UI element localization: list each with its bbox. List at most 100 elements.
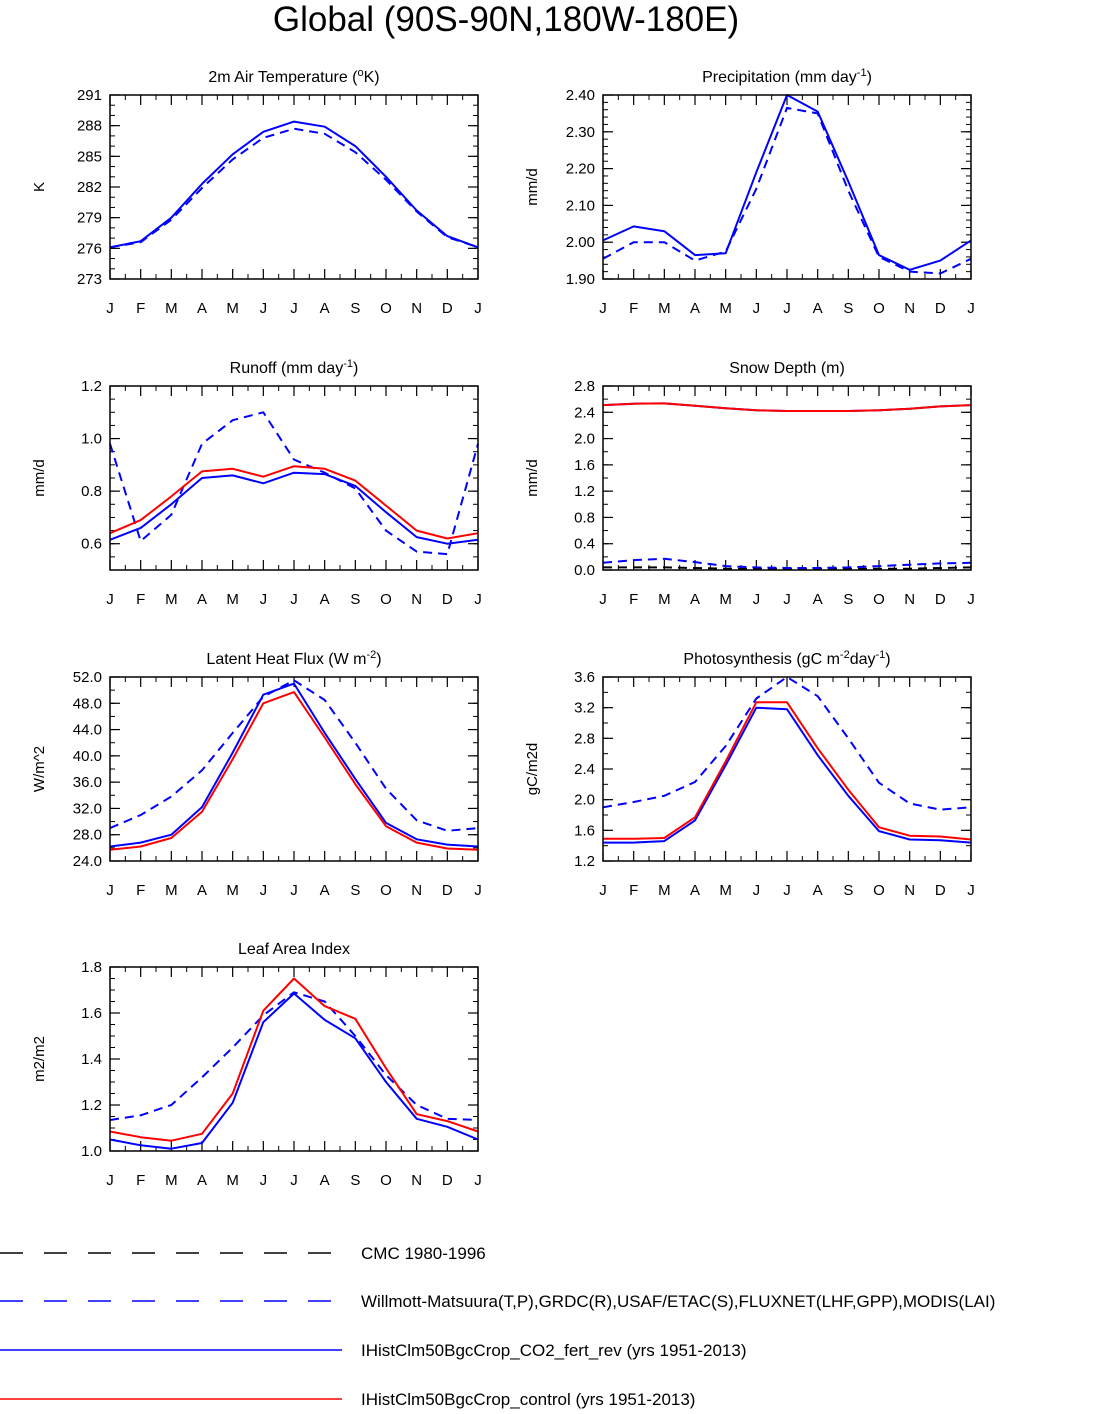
x-tick-label: J [260,300,268,317]
series-line-co2 [109,471,479,545]
x-tick-label: M [226,300,239,317]
y-axis-label: K [31,182,48,192]
x-tick-label: O [873,591,885,608]
x-tick-label: F [629,591,638,608]
y-tick-label: 2.8 [574,730,595,747]
x-tick-label: D [935,300,946,317]
y-tick-label: 1.0 [81,431,102,448]
y-tick-label: 279 [77,210,102,227]
x-tick-label: D [442,1172,453,1189]
x-tick-label: D [935,882,946,899]
x-tick-label: M [226,882,239,899]
series-line-ctl [603,701,972,841]
x-tick-label: S [843,882,853,899]
x-tick-label: J [753,591,761,608]
x-tick-label: A [813,300,823,317]
x-tick-label: J [290,882,298,899]
x-tick-label: N [904,591,915,608]
x-tick-label: J [474,882,482,899]
y-tick-label: 1.2 [574,853,595,870]
x-tick-label: S [350,300,360,317]
series-line-wm [602,106,972,275]
panel-title: Precipitation (mm day-1) [702,67,872,86]
panel-lai: Leaf Area Index 1.0 1.2 1.4 1.6 1.8 J F M A M J J A S O… [31,941,482,1189]
y-tick-label: 24.0 [73,853,102,870]
x-tick-label: O [380,591,392,608]
x-tick-label: D [442,300,453,317]
y-tick-label: 2.0 [574,792,595,809]
panel-title: 2m Air Temperature (oK) [208,67,379,86]
x-tick-label: J [474,1172,482,1189]
legend-label-cmc: CMC 1980-1996 [361,1244,486,1263]
y-axis-label: W/m^2 [31,746,48,792]
x-tick-label: M [165,300,178,317]
series-line-wm [109,679,479,832]
x-tick-label: F [136,1172,145,1189]
x-tick-label: M [165,1172,178,1189]
x-tick-label: O [380,300,392,317]
y-tick-label: 3.2 [574,700,595,717]
x-tick-label: M [719,882,732,899]
x-tick-label: A [320,1172,330,1189]
x-tick-label: J [260,591,268,608]
y-tick-label: 1.6 [81,1005,102,1022]
x-tick-label: F [136,300,145,317]
plot-frame [602,385,972,571]
series-line-wm [109,127,479,249]
y-tick-label: 1.6 [574,822,595,839]
y-tick-label: 48.0 [73,695,102,712]
x-tick-label: O [380,1172,392,1189]
panel-title: Latent Heat Flux (W m-2) [206,649,381,668]
y-tick-label: 0.6 [81,536,102,553]
x-tick-label: S [350,1172,360,1189]
series-line-ctl [109,977,479,1142]
x-tick-label: D [935,591,946,608]
x-tick-label: D [442,591,453,608]
x-tick-label: S [350,882,360,899]
y-tick-label: 2.4 [574,404,595,421]
y-tick-label: 2.00 [566,234,595,251]
y-tick-label: 0.8 [81,483,102,500]
x-tick-label: J [783,591,791,608]
x-tick-label: M [658,300,671,317]
x-tick-label: N [411,300,422,317]
x-tick-label: N [904,300,915,317]
panel-lhf: Latent Heat Flux (W m-2) 24.0 28.0 32.0 36.0… [31,649,482,899]
legend-label-co2: IHistClm50BgcCrop_CO2_fert_rev (yrs 1951… [361,1341,747,1360]
x-tick-label: M [226,591,239,608]
panel-precip: Precipitation (mm day-1) 1.90 2.00 2.10 2.20… [524,67,975,317]
x-tick-label: J [106,882,114,899]
x-tick-label: A [197,882,207,899]
panel-title: Runoff (mm day-1) [230,358,359,377]
panel-snow: Snow Depth (m) 0.0 0.4 0.8 1.2 1.6 2.0 2.4 2.8 J F… [524,360,975,608]
x-tick-label: J [290,1172,298,1189]
x-tick-label: A [197,300,207,317]
series-line-ctl [602,402,972,412]
x-tick-label: S [843,300,853,317]
x-tick-label: J [106,300,114,317]
x-tick-label: J [967,882,975,899]
series-line-co2 [109,120,479,249]
x-tick-label: J [599,300,607,317]
x-tick-label: M [226,1172,239,1189]
x-tick-label: J [599,591,607,608]
plot-frame [109,385,479,571]
x-tick-label: A [197,591,207,608]
x-tick-label: A [197,1172,207,1189]
y-tick-label: 3.6 [574,669,595,686]
series-line-wm [109,411,479,556]
series-line-co2 [109,992,479,1150]
x-tick-label: J [967,591,975,608]
x-tick-label: A [320,300,330,317]
y-axis-label: mm/d [524,459,541,497]
panels: 2m Air Temperature (oK) 273 276 279 282 285 28… [31,67,975,1189]
y-axis-label: mm/d [31,459,48,497]
x-tick-label: A [813,882,823,899]
x-tick-label: A [813,591,823,608]
x-tick-label: A [320,882,330,899]
x-tick-label: M [719,591,732,608]
y-tick-label: 28.0 [73,827,102,844]
x-tick-label: J [474,591,482,608]
x-tick-label: A [690,591,700,608]
